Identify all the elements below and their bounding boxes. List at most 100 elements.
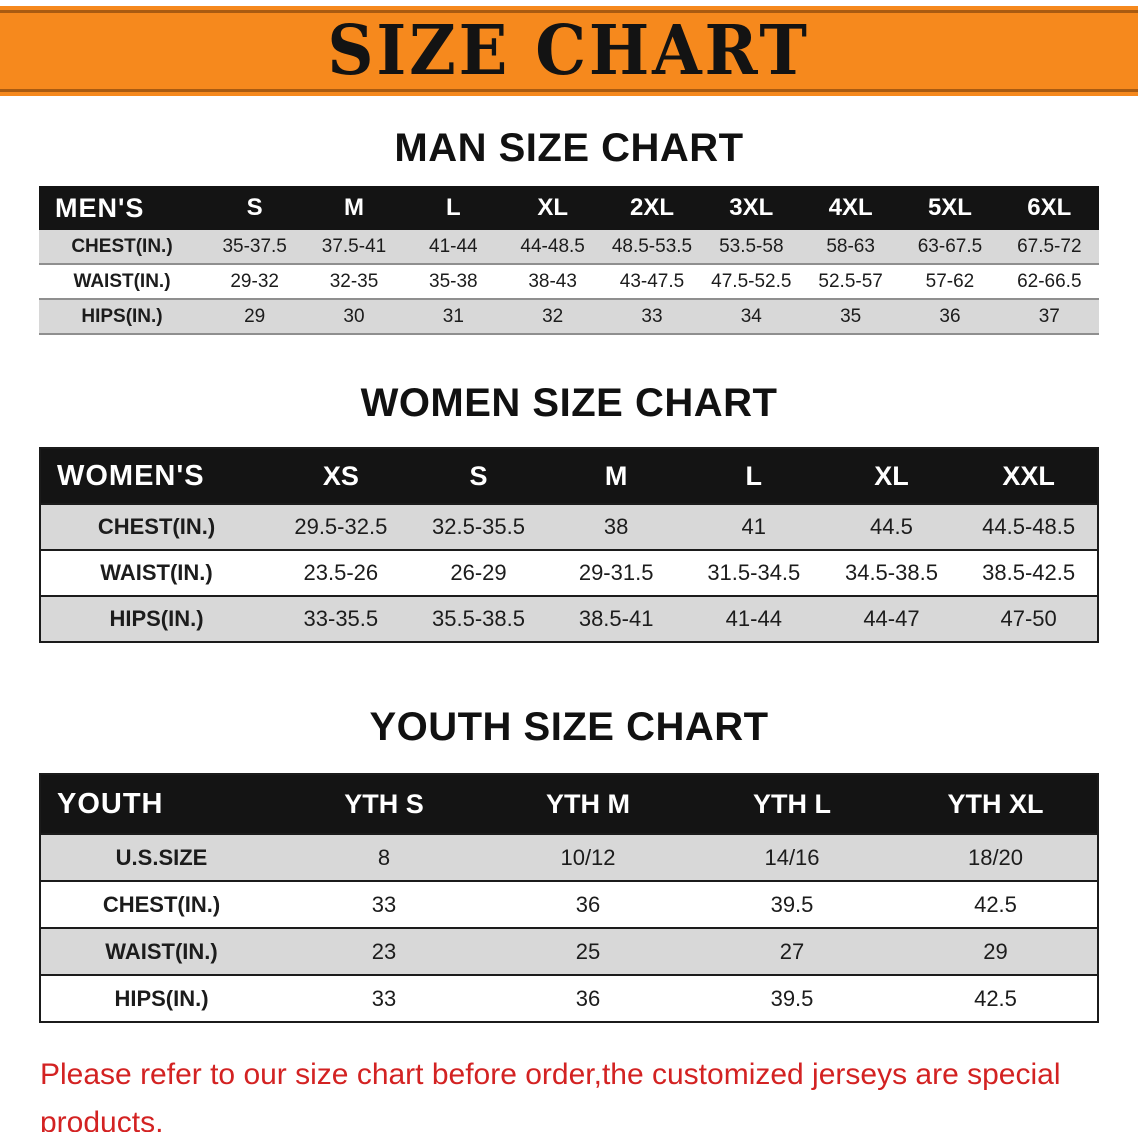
size-column-header: 5XL xyxy=(900,186,1000,230)
table-row: WAIST(IN.) 29-32 32-35 35-38 38-43 43-47.5 47.… xyxy=(39,264,1099,299)
size-chart-banner: SIZE CHART xyxy=(0,6,1138,96)
youth-size-chart-heading: YOUTH SIZE CHART xyxy=(369,705,769,749)
size-column-header: XS xyxy=(272,448,410,504)
table-cell: 37.5-41 xyxy=(321,235,387,257)
table-row: HIPS(IN.) 33-35.5 35.5-38.5 38.5-41 41-44 44-… xyxy=(40,596,1098,642)
table-cell: 33 xyxy=(371,985,397,1011)
size-column-header: M xyxy=(547,448,685,504)
mens-size-table: MEN'S S M L XL 2XL 3XL 4XL 5XL 6XL CHEST(IN.) 35-37… xyxy=(39,186,1099,335)
size-column-header: YTH M xyxy=(486,774,690,834)
table-cell: 23.5-26 xyxy=(303,560,379,585)
table-cell: 36 xyxy=(939,305,961,327)
row-label: CHEST(IN.) xyxy=(97,514,216,539)
size-column-header: 6XL xyxy=(999,186,1099,230)
table-cell: 29.5-32.5 xyxy=(294,514,388,539)
table-cell: 37 xyxy=(1038,305,1060,327)
table-corner-label: MEN'S xyxy=(39,186,205,230)
table-cell: 36 xyxy=(575,891,601,917)
table-header-row: YOUTH YTH S YTH M YTH L YTH XL xyxy=(40,774,1098,834)
table-header-row: MEN'S S M L XL 2XL 3XL 4XL 5XL 6XL xyxy=(39,186,1099,230)
table-row: WAIST(IN.) 23.5-26 26-29 29-31.5 31.5-34.5 34… xyxy=(40,550,1098,596)
table-cell: 47-50 xyxy=(1000,606,1057,631)
table-cell: 44.5-48.5 xyxy=(982,514,1076,539)
size-column-header: 2XL xyxy=(602,186,702,230)
size-column-header: S xyxy=(409,448,548,504)
size-column-header: S xyxy=(205,186,305,230)
table-cell: 31.5-34.5 xyxy=(707,560,801,585)
table-cell: 32 xyxy=(542,305,564,327)
table-cell: 32-35 xyxy=(329,270,379,292)
table-cell: 31 xyxy=(442,305,464,327)
size-column-header: XXL xyxy=(960,448,1098,504)
table-cell: 41 xyxy=(741,514,767,539)
row-label: CHEST(IN.) xyxy=(102,891,221,917)
youth-size-table: YOUTH YTH S YTH M YTH L YTH XL U.S.SIZE 8 10/12… xyxy=(39,773,1099,1023)
table-cell: 32.5-35.5 xyxy=(432,514,525,539)
table-cell: 34 xyxy=(740,305,762,327)
table-cell: 62-66.5 xyxy=(1017,270,1082,292)
table-cell: 35 xyxy=(840,305,862,327)
table-cell: 33 xyxy=(371,891,397,917)
size-column-header: YTH L xyxy=(690,774,894,834)
table-cell: 38-43 xyxy=(528,270,577,292)
table-cell: 41-44 xyxy=(429,235,478,257)
table-corner-label: YOUTH xyxy=(40,774,282,834)
size-column-header: M xyxy=(304,186,404,230)
size-column-header: L xyxy=(403,186,503,230)
table-cell: 14/16 xyxy=(764,844,820,870)
table-cell: 44-47 xyxy=(863,606,920,631)
table-cell: 33-35.5 xyxy=(303,606,379,631)
table-cell: 44-48.5 xyxy=(520,235,585,257)
table-cell: 36 xyxy=(575,985,601,1011)
table-header-row: WOMEN'S XS S M L XL XXL xyxy=(40,448,1098,504)
table-cell: 57-62 xyxy=(925,270,975,292)
row-label: HIPS(IN.) xyxy=(114,985,209,1011)
size-column-header: L xyxy=(684,448,823,504)
table-cell: 23 xyxy=(371,938,397,964)
womens-size-table: WOMEN'S XS S M L XL XXL CHEST(IN.) 29.5-32.5 32.5… xyxy=(39,447,1099,643)
row-label: HIPS(IN.) xyxy=(81,305,163,327)
row-label: WAIST(IN.) xyxy=(73,270,171,292)
table-cell: 67.5-72 xyxy=(1017,235,1082,257)
table-cell: 43-47.5 xyxy=(619,270,685,292)
footer-disclaimer: Please refer to our size chart before or… xyxy=(40,1051,1102,1132)
size-column-header: YTH S xyxy=(282,774,486,834)
table-cell: 30 xyxy=(343,305,365,327)
table-row: U.S.SIZE 8 10/12 14/16 18/20 xyxy=(40,834,1098,881)
table-cell: 29 xyxy=(244,305,266,327)
row-label: CHEST(IN.) xyxy=(71,235,173,257)
table-cell: 27 xyxy=(779,938,805,964)
table-cell: 52.5-57 xyxy=(818,270,883,292)
table-cell: 35-38 xyxy=(429,270,478,292)
table-cell: 47.5-52.5 xyxy=(711,270,792,292)
table-cell: 41-44 xyxy=(725,606,782,631)
table-cell: 53.5-58 xyxy=(719,235,784,257)
table-cell: 25 xyxy=(575,938,601,964)
table-cell: 38 xyxy=(603,514,629,539)
table-cell: 29 xyxy=(983,938,1008,964)
table-cell: 48.5-53.5 xyxy=(611,235,693,257)
row-label: WAIST(IN.) xyxy=(100,560,213,585)
table-cell: 26-29 xyxy=(450,560,507,585)
size-column-header: 4XL xyxy=(800,186,901,230)
table-cell: 35-37.5 xyxy=(222,235,287,257)
footer-disclaimer-line1: Please refer to our size chart before or… xyxy=(40,1058,1061,1132)
table-cell: 29-31.5 xyxy=(578,560,654,585)
table-cell: 42.5 xyxy=(974,891,1017,917)
row-label: HIPS(IN.) xyxy=(109,606,204,631)
table-cell: 18/20 xyxy=(967,844,1024,870)
table-cell: 38.5-41 xyxy=(578,606,654,631)
table-cell: 63-67.5 xyxy=(917,235,983,257)
row-label: U.S.SIZE xyxy=(115,844,208,870)
table-cell: 39.5 xyxy=(770,985,814,1011)
table-row: HIPS(IN.) 33 36 39.5 42.5 xyxy=(40,975,1098,1022)
women-size-chart-heading: WOMEN SIZE CHART xyxy=(360,381,778,425)
table-row: CHEST(IN.) 35-37.5 37.5-41 41-44 44-48.5 48.5… xyxy=(39,230,1099,264)
banner-title: SIZE CHART xyxy=(327,11,811,91)
table-cell: 10/12 xyxy=(560,844,616,870)
table-cell: 42.5 xyxy=(974,985,1017,1011)
table-cell: 39.5 xyxy=(770,891,814,917)
table-cell: 58-63 xyxy=(826,235,875,257)
table-cell: 44.5 xyxy=(870,514,913,539)
table-row: HIPS(IN.) 29 30 31 32 33 34 35 36 37 xyxy=(39,299,1099,334)
